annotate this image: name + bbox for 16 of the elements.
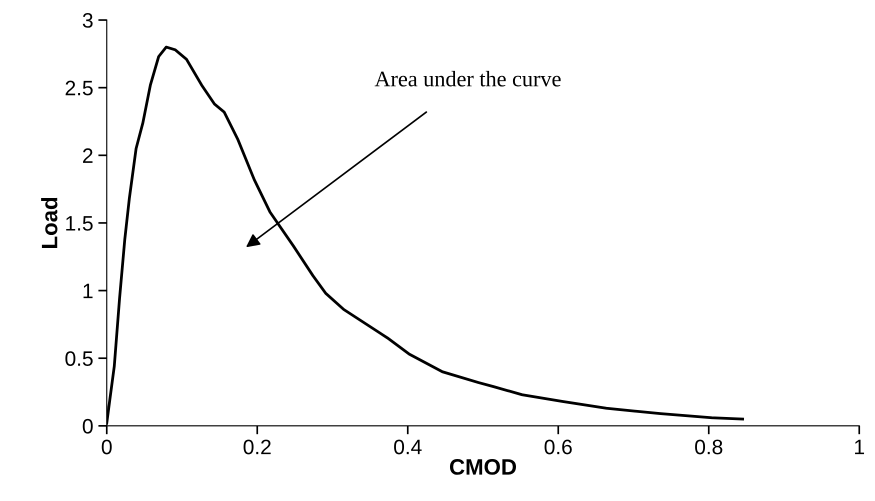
x-tick-label: 0.4 [394,440,422,454]
x-axis-title: CMOD [450,459,516,475]
y-tick-label: 1.5 [66,216,93,231]
y-tick-label: 1 [84,284,93,298]
x-tick-label: 0.6 [544,440,572,454]
x-tick-label: 1 [855,440,864,454]
annotation: Area under the curve [374,70,561,86]
x-tick-label: 0 [102,440,112,454]
y-tick-label: 0 [82,418,93,434]
y-tick-label: 2 [83,148,93,163]
x-tick-label: 0.2 [244,440,271,454]
x-tick-label: 0.8 [695,440,722,454]
y-axis-title: Load [41,198,58,248]
y-tick-label: 3 [82,13,93,28]
y-tick-label: 0.5 [65,351,93,366]
y-tick-label: 2.5 [66,80,93,96]
